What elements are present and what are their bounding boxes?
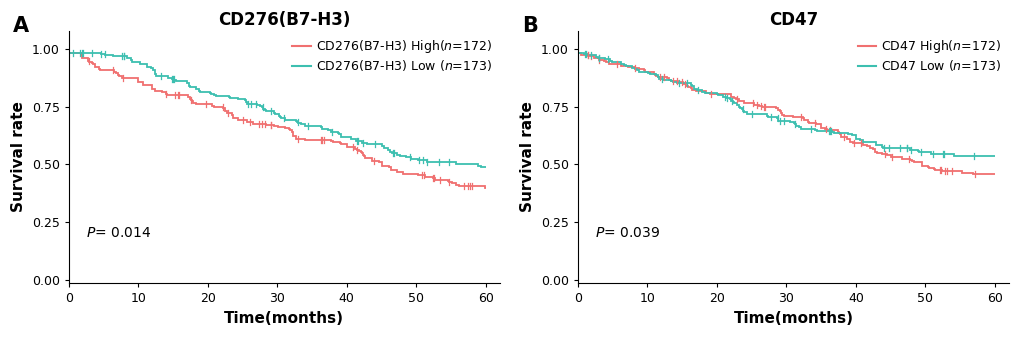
Title: CD276(B7-H3): CD276(B7-H3) (218, 11, 350, 29)
Text: A: A (12, 16, 29, 35)
Y-axis label: Survival rate: Survival rate (520, 101, 535, 212)
Text: B: B (522, 16, 537, 35)
Legend: CD276(B7-H3) High($n$=172), CD276(B7-H3) Low ($n$=173): CD276(B7-H3) High($n$=172), CD276(B7-H3)… (287, 33, 496, 78)
X-axis label: Time(months): Time(months) (733, 311, 853, 326)
X-axis label: Time(months): Time(months) (224, 311, 343, 326)
Legend: CD47 High($n$=172), CD47 Low ($n$=173): CD47 High($n$=172), CD47 Low ($n$=173) (852, 33, 1006, 78)
Y-axis label: Survival rate: Survival rate (11, 101, 26, 212)
Title: CD47: CD47 (768, 11, 817, 29)
Text: $\it{P}$= 0.014: $\it{P}$= 0.014 (86, 226, 151, 240)
Text: $\it{P}$= 0.039: $\it{P}$= 0.039 (595, 226, 659, 240)
